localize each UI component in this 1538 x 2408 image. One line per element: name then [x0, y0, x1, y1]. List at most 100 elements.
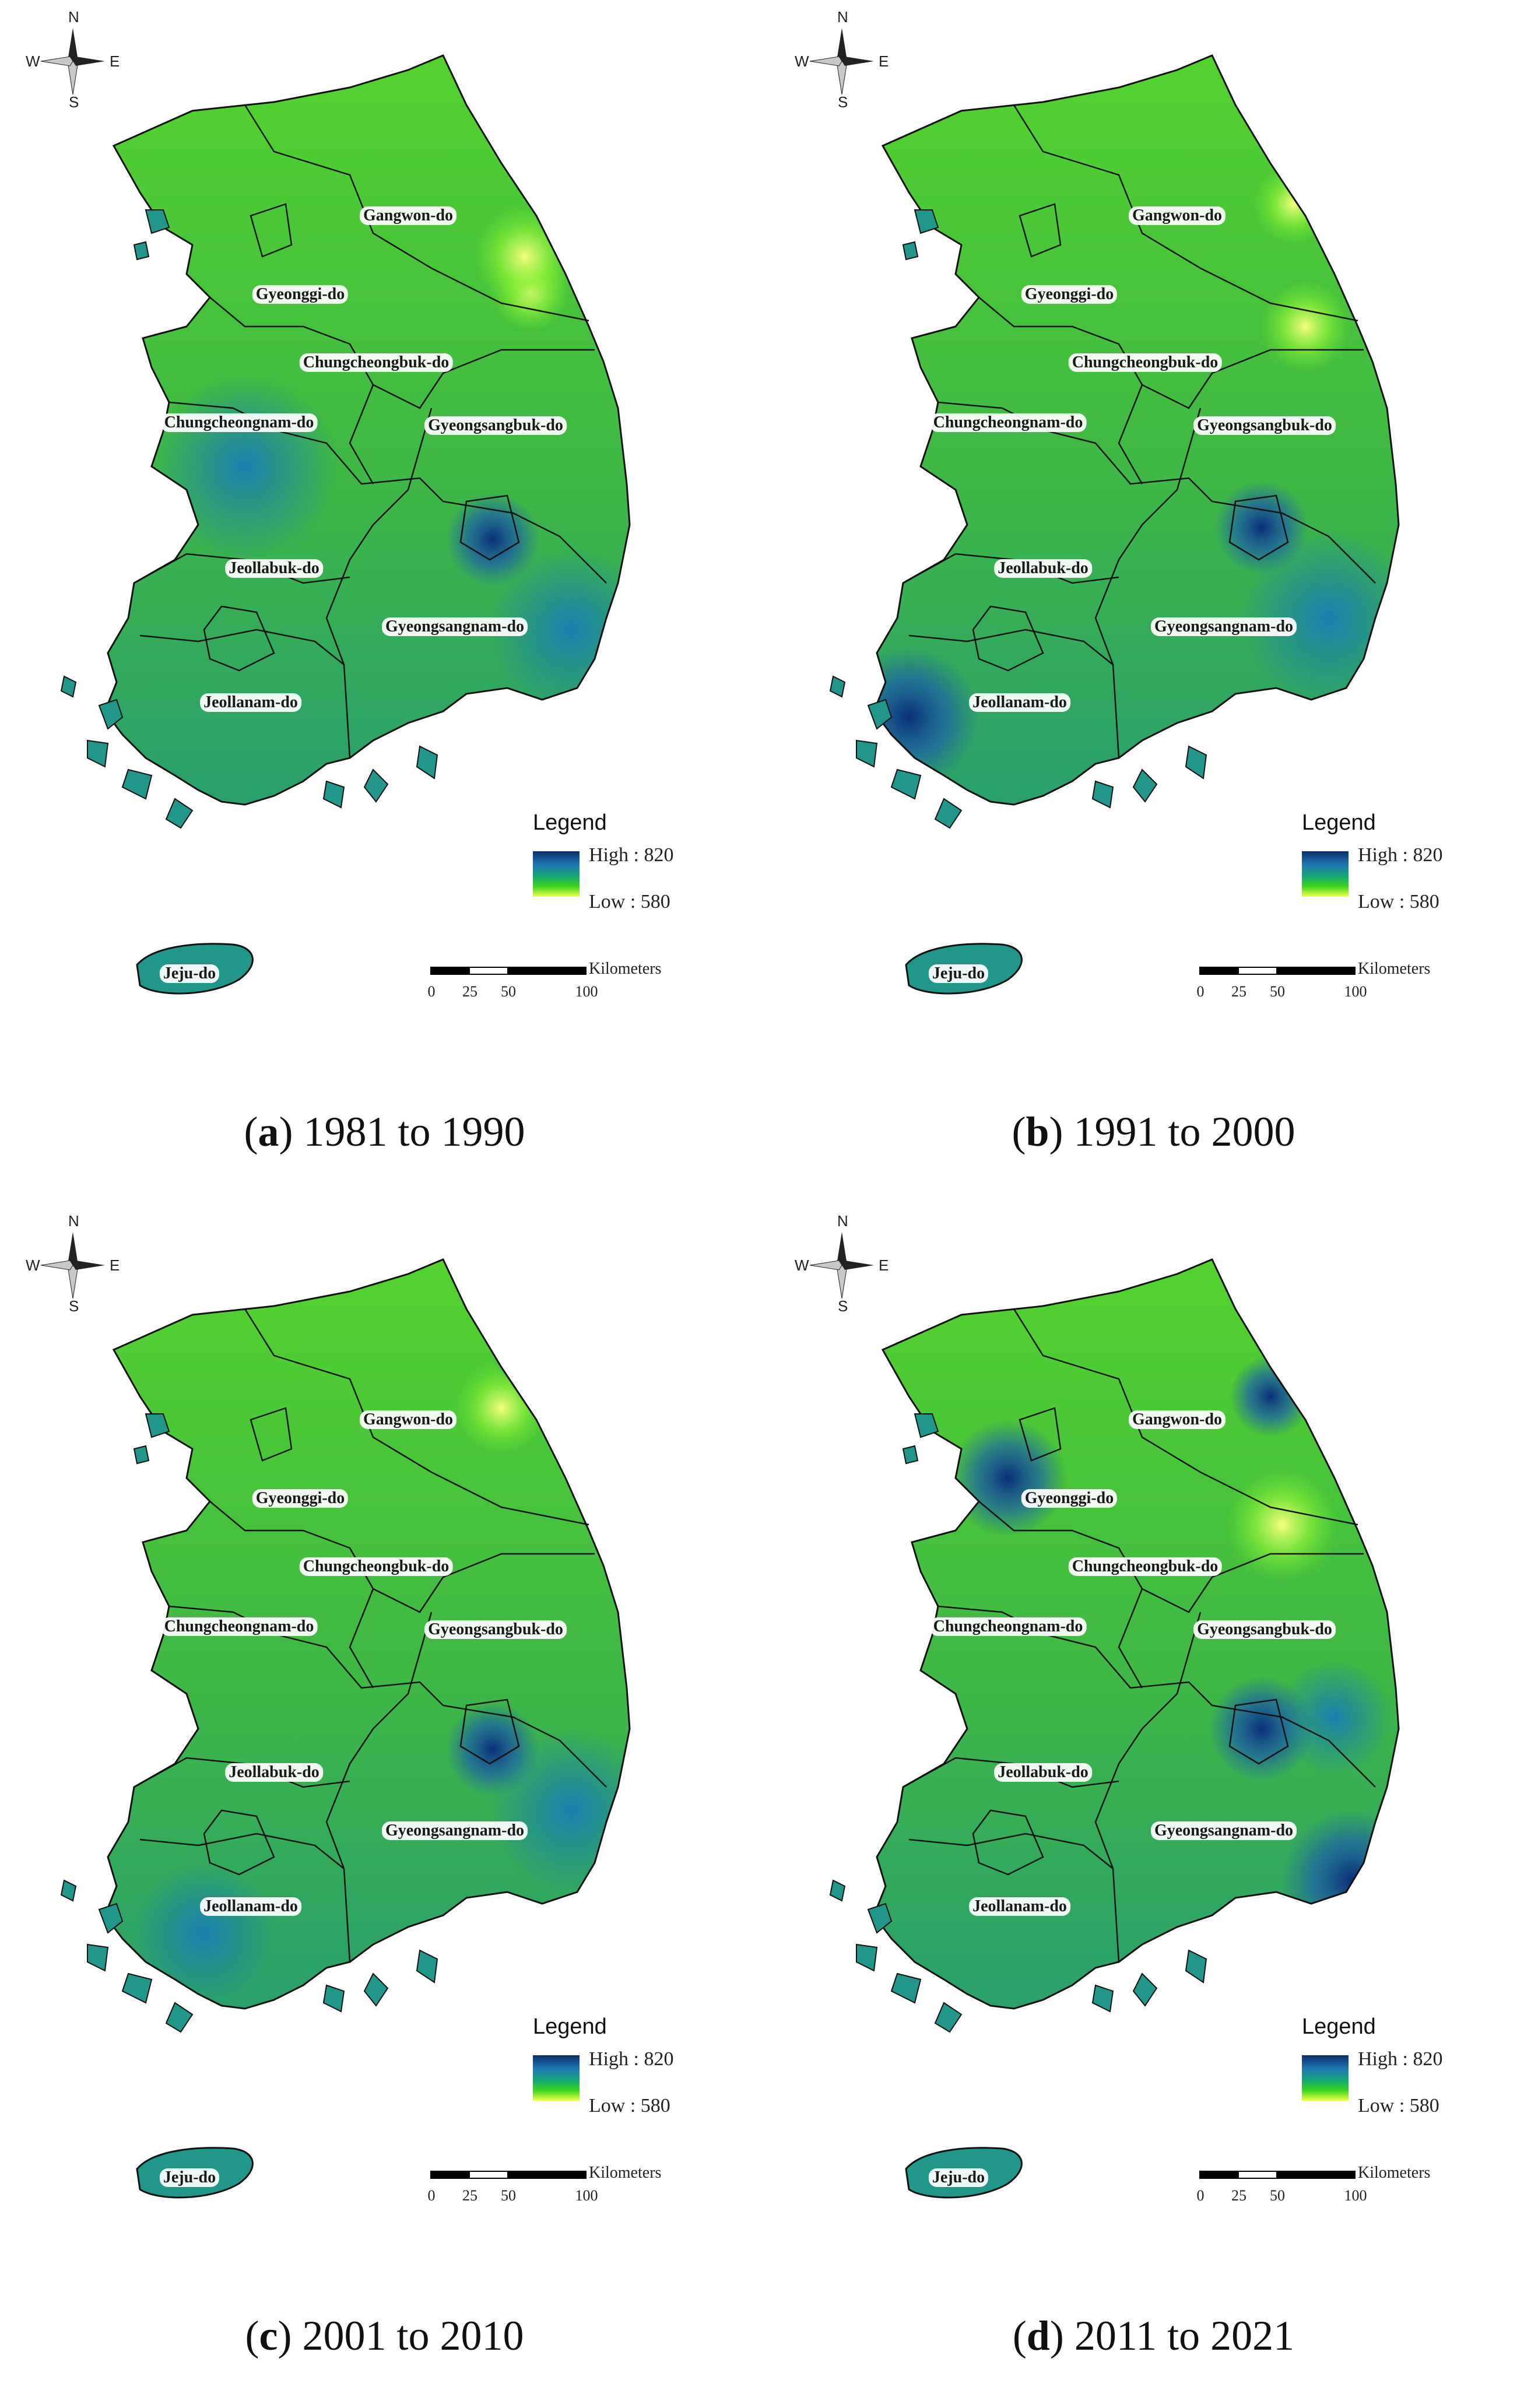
legend-title: Legend	[533, 2014, 607, 2039]
scale-segment	[430, 2171, 470, 2179]
legend-color-ramp	[533, 2055, 580, 2101]
province-label-gyeongsangbuk-do: Gyeongsangbuk-do	[424, 1620, 567, 1639]
province-label-jeollabuk-do: Jeollabuk-do	[994, 559, 1092, 578]
legend-color-ramp	[1302, 851, 1349, 897]
province-label-gyeongsangbuk-do: Gyeongsangbuk-do	[424, 416, 567, 435]
legend-title: Legend	[1302, 810, 1376, 835]
province-label-gyeongsangnam-do: Gyeongsangnam-do	[381, 617, 528, 636]
scale-segment	[507, 2171, 587, 2179]
panel-period: 1981 to 1990	[303, 1108, 525, 1155]
province-label-chungcheongnam-do: Chungcheongnam-do	[160, 413, 318, 432]
legend-title: Legend	[533, 810, 607, 835]
compass-s: S	[838, 93, 848, 111]
compass-w: W	[26, 1256, 40, 1274]
province-boundaries	[134, 104, 607, 759]
province-label-gangwon-do: Gangwon-do	[1128, 1410, 1226, 1429]
province-label-jeollanam-do: Jeollanam-do	[969, 1897, 1070, 1916]
scale-tick: 0	[1196, 2187, 1205, 2204]
scale-unit-label: Kilometers	[589, 2164, 662, 2182]
scale-unit-label: Kilometers	[589, 960, 662, 978]
panel-period: 2011 to 2021	[1074, 2312, 1295, 2359]
coastal-islands	[60, 209, 438, 829]
province-label-chungcheongnam-do: Chungcheongnam-do	[929, 1617, 1087, 1636]
scale-segment	[1199, 2171, 1239, 2179]
map-panel-a: Gangwon-do Gyeonggi-do Chungcheongbuk-do Ch…	[0, 0, 769, 1204]
north-arrow-compass: N S W E	[23, 1212, 122, 1315]
scale-tick: 50	[1270, 983, 1285, 1000]
province-boundaries	[134, 1308, 607, 1963]
province-label-gangwon-do: Gangwon-do	[1128, 206, 1226, 225]
compass-rose-icon	[40, 1232, 105, 1299]
scale-segment	[469, 967, 508, 975]
legend-high-label: High : 820	[589, 2048, 674, 2070]
province-label-gyeongsangbuk-do: Gyeongsangbuk-do	[1193, 416, 1336, 435]
province-label-jeju-do: Jeju-do	[928, 2168, 989, 2187]
scale-tick: 25	[462, 983, 477, 1000]
compass-n: N	[68, 8, 79, 26]
panel-letter: b	[1026, 1108, 1049, 1155]
province-label-jeju-do: Jeju-do	[159, 2168, 220, 2187]
scale-segment	[469, 2171, 508, 2179]
map-panel-d: Gangwon-do Gyeonggi-do Chungcheongbuk-do Ch…	[769, 1204, 1538, 2408]
scale-bar: Kilometers 0 25 50 100	[427, 2164, 710, 2223]
legend-low-label: Low : 580	[1358, 891, 1439, 912]
compass-s: S	[838, 1297, 848, 1315]
province-label-gyeongsangnam-do: Gyeongsangnam-do	[1150, 617, 1297, 636]
legend-low-label: Low : 580	[1358, 2095, 1439, 2116]
map-legend: Legend High : 820 Low : 580	[507, 2014, 700, 2131]
province-label-gangwon-do: Gangwon-do	[359, 1410, 457, 1429]
compass-n: N	[68, 1212, 79, 1230]
north-arrow-compass: N S W E	[23, 8, 122, 111]
province-label-chungcheongbuk-do: Chungcheongbuk-do	[299, 1557, 453, 1576]
legend-title: Legend	[1302, 2014, 1376, 2039]
panel-caption: (a) 1981 to 1990	[244, 1108, 525, 1155]
panel-caption: (b) 1991 to 2000	[1012, 1108, 1295, 1155]
coastal-islands	[829, 209, 1207, 829]
scale-bar: Kilometers 0 25 50 100	[427, 960, 710, 1019]
scale-bar: Kilometers 0 25 50 100	[1196, 960, 1479, 1019]
compass-n: N	[837, 1212, 848, 1230]
legend-low-label: Low : 580	[589, 891, 670, 912]
province-label-gyeonggi-do: Gyeonggi-do	[1021, 1489, 1118, 1508]
scale-segment	[1199, 967, 1239, 975]
scale-tick: 100	[1344, 983, 1367, 1000]
map-legend: Legend High : 820 Low : 580	[1276, 2014, 1469, 2131]
map-legend: Legend High : 820 Low : 580	[1276, 810, 1469, 927]
panel-period: 1991 to 2000	[1073, 1108, 1295, 1155]
province-label-gangwon-do: Gangwon-do	[359, 206, 457, 225]
scale-segment	[430, 967, 470, 975]
scale-tick: 100	[1344, 2187, 1367, 2204]
compass-e: E	[110, 1256, 120, 1274]
province-label-gyeonggi-do: Gyeonggi-do	[252, 285, 349, 304]
compass-e: E	[110, 52, 120, 70]
compass-w: W	[26, 52, 40, 70]
scale-tick: 25	[1231, 2187, 1246, 2204]
legend-high-label: High : 820	[1358, 844, 1443, 866]
compass-rose-icon	[809, 28, 874, 95]
scale-tick: 0	[427, 983, 436, 1000]
compass-w: W	[795, 52, 809, 70]
province-label-jeollanam-do: Jeollanam-do	[969, 693, 1070, 712]
scale-tick: 0	[1196, 983, 1205, 1000]
panel-letter: d	[1026, 2312, 1050, 2359]
province-label-jeollabuk-do: Jeollabuk-do	[994, 1763, 1092, 1782]
province-label-chungcheongbuk-do: Chungcheongbuk-do	[1068, 353, 1222, 372]
scale-segment	[1238, 967, 1277, 975]
province-label-jeollabuk-do: Jeollabuk-do	[225, 559, 323, 578]
map-legend: Legend High : 820 Low : 580	[507, 810, 700, 927]
panel-caption: (c) 2001 to 2010	[245, 2312, 524, 2359]
compass-rose-icon	[40, 28, 105, 95]
scale-segment	[507, 967, 587, 975]
scale-unit-label: Kilometers	[1358, 2164, 1431, 2182]
scale-unit-label: Kilometers	[1358, 960, 1431, 978]
province-label-chungcheongnam-do: Chungcheongnam-do	[929, 413, 1087, 432]
province-boundaries	[903, 1308, 1376, 1963]
compass-e: E	[879, 1256, 889, 1274]
province-label-jeju-do: Jeju-do	[159, 964, 220, 983]
legend-high-label: High : 820	[1358, 2048, 1443, 2070]
scale-tick: 0	[427, 2187, 436, 2204]
scale-tick: 50	[1270, 2187, 1285, 2204]
legend-color-ramp	[1302, 2055, 1349, 2101]
legend-low-label: Low : 580	[589, 2095, 670, 2116]
province-label-chungcheongnam-do: Chungcheongnam-do	[160, 1617, 318, 1636]
